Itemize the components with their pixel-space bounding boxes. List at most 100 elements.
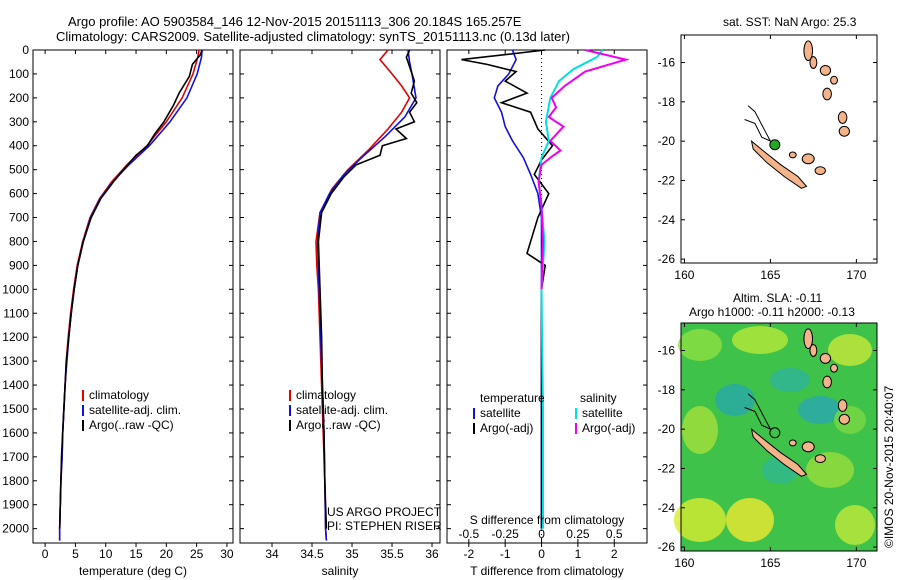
sla-map-island (830, 363, 838, 373)
depth-tick-label: 300 (9, 115, 29, 129)
sla-map-y-tick-label: -24 (658, 501, 676, 515)
diff-s-axis-label: S difference from climatology (470, 513, 625, 527)
figure-title-line1: Argo profile: AO 5903584_146 12-Nov-2015… (68, 14, 522, 29)
salinity-line-climatology (315, 49, 411, 541)
sst-map-island (801, 153, 815, 165)
plot-frame-3 (446, 49, 648, 544)
sla-map-x-tick-label: 160 (674, 556, 694, 570)
depth-tick-label: 500 (9, 163, 29, 177)
depth-tick-label: 800 (9, 234, 29, 248)
diff-legend-entry: satellite (480, 406, 521, 420)
temperature-legend-entry: climatology (89, 388, 149, 402)
annotation-project: US ARGO PROJECT (327, 505, 442, 519)
sst-map-island (838, 125, 850, 137)
temperature-x-tick-label: 25 (190, 547, 204, 561)
depth-tick-label: 1200 (2, 330, 29, 344)
sla-map-y-tick-label: -20 (658, 422, 676, 436)
depth-tick-label: 1900 (2, 498, 29, 512)
temperature-x-tick-label: 30 (220, 547, 234, 561)
salinity-x-tick-label: 34.5 (300, 547, 324, 561)
credit-label: ©IMOS 20-Nov-2015 20:40:07 (882, 385, 896, 548)
diff-temperature-argo (461, 49, 554, 529)
temperature-legend-entry: Argo(..raw -QC) (89, 418, 174, 432)
diff-legend-entry: satellite (582, 406, 623, 420)
sst-map-island (822, 87, 832, 101)
plot-frame-1 (32, 49, 234, 544)
diff-legend-title-temperature: temperature (480, 391, 545, 405)
depth-tick-label: 400 (9, 139, 29, 153)
diff-t-x-tick-label: 1 (575, 547, 582, 561)
diff-t-x-tick-label: 0 (538, 547, 545, 561)
diff-s-x-tick-label: 0 (538, 527, 545, 541)
sst-map-y-tick-label: -24 (658, 213, 676, 227)
salinity-x-tick-label: 35 (345, 547, 359, 561)
sst-map-x-tick-label: 160 (674, 268, 694, 282)
diff-salinity-argo (537, 49, 630, 290)
temperature-line-argo (58, 49, 203, 529)
sla-map-island (822, 375, 832, 389)
sst-map-y-tick-label: -26 (658, 252, 676, 266)
sst-map-y-tick-label: -20 (658, 134, 676, 148)
depth-tick-label: 1300 (2, 354, 29, 368)
diff-t-axis-label: T difference from climatology (470, 564, 624, 578)
plot-frame-2 (239, 49, 441, 544)
sst-map-island (803, 40, 814, 62)
sst-map-island (819, 64, 832, 76)
sla-anomaly-blob (835, 505, 875, 545)
sla-map-island-new-caledonia (750, 427, 808, 477)
sla-map-title-line1: Altim. SLA: -0.11 (733, 291, 823, 305)
temperature-line-satellite (58, 49, 203, 541)
sla-map-island (819, 352, 832, 364)
sst-map-island (814, 166, 826, 176)
sst-map-island (788, 151, 797, 159)
depth-tick-label: 900 (9, 258, 29, 272)
diff-t-x-tick-label: 2 (611, 547, 618, 561)
depth-tick-label: 2000 (2, 522, 29, 536)
diff-s-x-tick-label: 0.25 (566, 527, 590, 541)
diff-salinity-satellite (537, 49, 604, 529)
diff-s-x-tick-label: 0.5 (606, 527, 623, 541)
temperature-x-tick-label: 5 (72, 547, 79, 561)
diff-legend-entry: Argo(-adj) (480, 421, 533, 435)
sla-anomaly-blob (834, 406, 866, 434)
depth-tick-label: 200 (9, 91, 29, 105)
salinity-axis-label: salinity (322, 564, 359, 578)
sst-map-island (809, 56, 818, 69)
sla-map-y-tick-label: -26 (658, 540, 676, 554)
depth-tick-label: 0 (22, 43, 29, 57)
sla-map-island (803, 328, 814, 350)
sla-map-island (838, 413, 850, 425)
depth-tick-label: 700 (9, 211, 29, 225)
float-position-marker (769, 139, 781, 151)
sst-map-island (837, 111, 848, 124)
diff-t-x-tick-label: -1 (500, 547, 511, 561)
salinity-x-tick-label: 34 (265, 547, 279, 561)
depth-tick-label: 1800 (2, 474, 29, 488)
sla-anomaly-blob (828, 334, 872, 366)
sla-anomaly-blob (674, 498, 726, 542)
sla-map-y-tick-label: -22 (658, 461, 676, 475)
temperature-x-tick-label: 20 (160, 547, 174, 561)
sst-map-title: sat. SST: NaN Argo: 25.3 (723, 15, 857, 29)
sst-map-x-tick-label: 165 (760, 268, 780, 282)
figure-title-line2: Climatology: CARS2009. Satellite-adjuste… (56, 29, 571, 44)
sla-anomaly-blob (806, 452, 854, 488)
sst-map-island-new-caledonia (750, 139, 808, 189)
salinity-line-satellite (316, 49, 417, 541)
depth-tick-label: 1400 (2, 378, 29, 392)
sla-map-island (801, 441, 815, 453)
sla-anomaly-blob (682, 406, 718, 454)
depth-tick-label: 1700 (2, 450, 29, 464)
sla-anomaly-blob (770, 368, 810, 392)
sla-anomaly-blob (715, 384, 755, 416)
sla-map-x-tick-label: 170 (846, 556, 866, 570)
temperature-axis-label: temperature (deg C) (79, 564, 187, 578)
annotation-pi: PI: STEPHEN RISER (327, 519, 442, 533)
sst-map-y-tick-label: -16 (658, 56, 676, 70)
sst-map-y-tick-label: -22 (658, 173, 676, 187)
depth-tick-label: 1600 (2, 426, 29, 440)
sla-map-x-tick-label: 165 (760, 556, 780, 570)
salinity-x-tick-label: 36 (425, 547, 439, 561)
temperature-x-tick-label: 0 (42, 547, 49, 561)
